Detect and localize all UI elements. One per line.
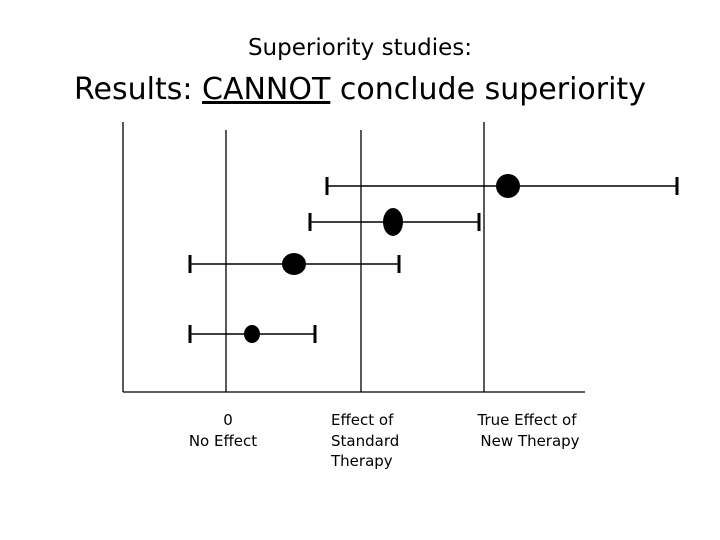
axis-labels: 0 No Effect Effect of Standard Therapy T… <box>189 411 580 470</box>
axis-label: Standard <box>331 432 399 450</box>
axes <box>122 122 585 393</box>
axis-label: No Effect <box>189 432 257 450</box>
axis-label: Effect of <box>331 411 394 429</box>
axis-label: 0 <box>223 411 233 429</box>
title-prefix: Results: <box>74 72 202 107</box>
point-estimate <box>383 208 403 236</box>
point-estimate <box>282 253 306 275</box>
point-estimate <box>496 174 520 198</box>
axis-label: True Effect of <box>476 411 577 429</box>
title-suffix: conclude superiority <box>330 72 646 107</box>
title-emphasis: CANNOT <box>202 72 331 107</box>
point-estimate <box>244 325 260 343</box>
title-line1: Superiority studies: <box>248 35 472 61</box>
axis-label: Therapy <box>330 452 393 470</box>
intervals <box>188 174 679 343</box>
axis-label: New Therapy <box>480 432 579 450</box>
title-line2: Results: CANNOT conclude superiority <box>74 72 646 107</box>
